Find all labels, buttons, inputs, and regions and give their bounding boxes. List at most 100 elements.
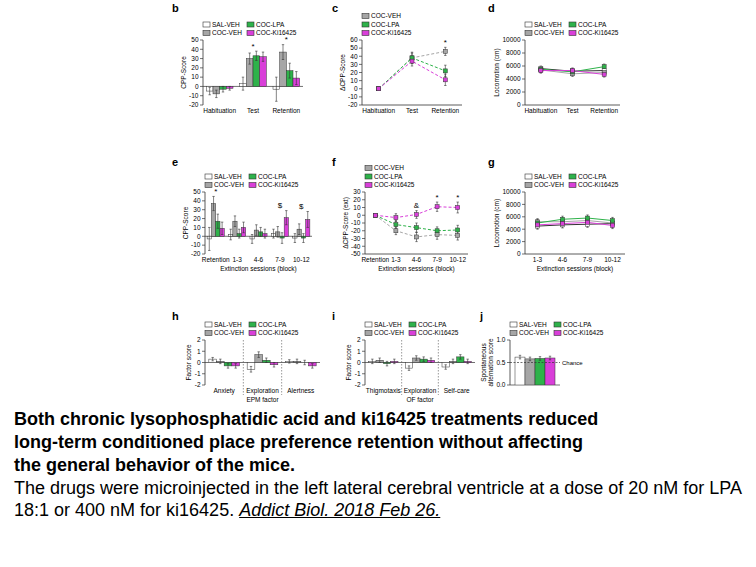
- error-bar: [411, 53, 413, 63]
- y-tick: [200, 105, 203, 106]
- y-tick: [522, 204, 525, 205]
- error-bar: [540, 67, 542, 72]
- error-bar: [251, 235, 253, 244]
- x-tick-label: Thigmotaxis: [366, 387, 402, 395]
- y-tick: [359, 80, 362, 81]
- x-tick-label: Exploration: [404, 387, 437, 395]
- error-bar: [281, 233, 283, 244]
- x-axis: [362, 105, 462, 106]
- y-tick-label: 60: [350, 36, 358, 43]
- y-tick-label: -50: [351, 250, 361, 257]
- y-tick-label: 20: [350, 69, 358, 76]
- point: [571, 69, 575, 73]
- panel: j0.00.51.0ChanceSpontaneousalternation s…: [479, 310, 604, 388]
- error-bar: [452, 359, 454, 364]
- legend-label: COC-LPA: [418, 321, 447, 328]
- x-tick-label: 7-9: [275, 256, 285, 263]
- x-tick-label: 7-9: [583, 256, 593, 263]
- legend-label: COC-VEH: [374, 329, 404, 336]
- legend-label: COC-Ki16425: [258, 329, 299, 336]
- error-bar: [277, 227, 279, 238]
- y-tick: [362, 238, 365, 239]
- marks: [206, 45, 299, 102]
- point: [602, 72, 606, 76]
- y-tick: [202, 254, 205, 255]
- y-tick-label: 40: [193, 197, 201, 204]
- marks: [536, 215, 615, 229]
- y-tick-label: 6000: [506, 213, 521, 220]
- panel-letter: c: [332, 2, 338, 14]
- x-tick-label: Habituation: [524, 107, 557, 114]
- y-tick: [202, 236, 205, 237]
- y-axis-title-line: Locomotion (cm): [493, 199, 501, 247]
- legend-swatch: [249, 331, 256, 336]
- point: [561, 222, 565, 226]
- y-tick-label: 2000: [506, 238, 521, 245]
- y-axis-title-line: CPP-Score: [182, 206, 189, 239]
- legend-label: SAL-VEH: [519, 321, 547, 328]
- x-tick-label: 10-12: [293, 256, 310, 263]
- x-tick-label: Test: [406, 107, 418, 114]
- y-tick-label: 1: [357, 348, 361, 355]
- y-tick: [200, 67, 203, 68]
- legend-label: COC-LPA: [256, 21, 285, 28]
- line: [541, 67, 604, 72]
- y-tick-label: 30: [350, 61, 358, 68]
- error-bar: [272, 229, 274, 238]
- line: [379, 58, 446, 89]
- y-axis-title: CPP-Score: [180, 56, 187, 89]
- y-axis-title-line: Factor score: [345, 344, 352, 381]
- y-tick: [202, 340, 205, 341]
- separator: [438, 340, 439, 395]
- y-tick: [362, 215, 365, 216]
- y-tick: [359, 48, 362, 49]
- y-tick: [522, 241, 525, 242]
- annotation: *: [285, 35, 288, 44]
- x-axis-title: EPM factor: [246, 396, 279, 403]
- panel: b-20-1001020304050**HabituationTestReten…: [172, 2, 303, 114]
- x-axis-title: OF factor: [406, 396, 434, 403]
- legend-label: COC-Ki16425: [578, 29, 619, 36]
- error-bar: [415, 356, 417, 361]
- legend-swatch: [525, 183, 532, 188]
- panel: c-20-100102030405060*HabituationTestRete…: [332, 2, 462, 114]
- point: [377, 87, 381, 91]
- y-tick: [362, 192, 365, 193]
- y-tick: [202, 373, 205, 374]
- error-bar: [229, 229, 231, 240]
- legend-swatch: [205, 322, 212, 327]
- y-tick: [362, 223, 365, 224]
- legend-label: COC-LPA: [578, 21, 607, 28]
- point: [571, 69, 575, 73]
- bar: [515, 357, 525, 385]
- y-tick: [359, 40, 362, 41]
- y-tick-label: -10: [351, 219, 361, 226]
- y-axis-title: ΔCPP-Score (ext): [342, 197, 350, 249]
- y-tick: [507, 362, 510, 363]
- error-bar: [255, 225, 257, 236]
- error-bar: [444, 47, 446, 55]
- y-tick-label: 8000: [506, 49, 521, 56]
- error-bar: [221, 222, 223, 234]
- error-bar: [248, 53, 250, 64]
- error-bar: [262, 52, 264, 61]
- y-tick-label: 2: [357, 336, 361, 343]
- y-tick-label: 0: [517, 101, 521, 108]
- legend-swatch: [525, 174, 532, 179]
- y-tick-label: 1: [197, 348, 201, 355]
- panel-letter: e: [172, 156, 178, 168]
- error-bar: [393, 359, 395, 364]
- line: [538, 222, 613, 225]
- legend-label: COC-VEH: [374, 164, 404, 171]
- error-bar: [259, 227, 261, 236]
- y-tick: [202, 362, 205, 363]
- y-tick: [359, 105, 362, 106]
- legend-label: SAL-VEH: [214, 173, 242, 180]
- annotation: *: [436, 193, 439, 202]
- legend-label: COC-VEH: [212, 29, 242, 36]
- y-tick-label: 10: [191, 73, 199, 80]
- y-tick-label: 2: [197, 336, 201, 343]
- legend-swatch: [362, 31, 369, 36]
- caption-citation[interactable]: Addict Biol. 2018 Feb 26.: [239, 500, 440, 520]
- x-tick-label: Alertness: [287, 387, 315, 394]
